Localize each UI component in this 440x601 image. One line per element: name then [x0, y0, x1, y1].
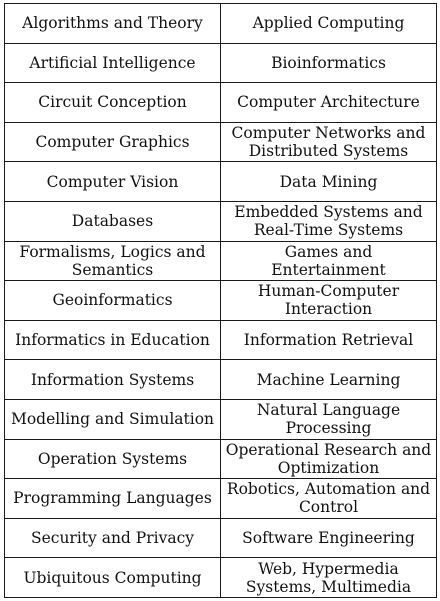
table-cell-left: Computer Graphics — [4, 121, 221, 163]
table-cell-left: Security and Privacy — [4, 517, 221, 559]
table-cell-left: Circuit Conception — [4, 82, 221, 123]
table-cell-left: Programming Languages — [4, 478, 221, 519]
table-cell-right: Computer Architecture — [220, 82, 437, 123]
table-cell-right: Embedded Systems and Real-Time Systems — [220, 200, 437, 242]
table-cell-right: Operational Research and Optimization — [220, 438, 437, 480]
table-cell-left: Operation Systems — [4, 438, 221, 480]
table-cell-left: Artificial Intelligence — [4, 42, 221, 84]
table-cell-right: Games and Entertainment — [220, 240, 437, 282]
table-row: Computer Graphics Computer Networks and … — [4, 121, 437, 163]
table-row: Artificial Intelligence Bioinformatics — [4, 42, 437, 84]
table-row: Information Systems Machine Learning — [4, 359, 437, 400]
table-cell-right: Computer Networks and Distributed System… — [220, 121, 437, 163]
table-row: Databases Embedded Systems and Real-Time… — [4, 200, 437, 242]
table-cell-right: Robotics, Automation and Control — [220, 478, 437, 519]
table-row: Operation Systems Operational Research a… — [4, 438, 437, 480]
table-cell-left: Computer Vision — [4, 161, 221, 202]
topics-table: Algorithms and Theory Applied Computing … — [4, 3, 437, 598]
table-cell-left: Formalisms, Logics and Semantics — [4, 240, 221, 282]
table-row: Computer Vision Data Mining — [4, 161, 437, 202]
table-cell-right: Human-Computer Interaction — [220, 280, 437, 321]
table-row: Informatics in Education Information Ret… — [4, 319, 437, 361]
table-cell-left: Algorithms and Theory — [4, 3, 221, 44]
table-cell-left: Databases — [4, 200, 221, 242]
table-cell-right: Information Retrieval — [220, 319, 437, 361]
table-cell-right: Data Mining — [220, 161, 437, 202]
table-cell-left: Informatics in Education — [4, 319, 221, 361]
table-row: Circuit Conception Computer Architecture — [4, 82, 437, 123]
table-cell-right: Software Engineering — [220, 517, 437, 559]
table-row: Geoinformatics Human-Computer Interactio… — [4, 280, 437, 321]
table-row: Algorithms and Theory Applied Computing — [4, 3, 437, 44]
table-cell-right: Bioinformatics — [220, 42, 437, 84]
table-cell-right: Web, Hypermedia Systems, Multimedia — [220, 557, 437, 598]
table-cell-right: Applied Computing — [220, 3, 437, 44]
table-cell-left: Modelling and Simulation — [4, 398, 221, 440]
table-cell-right: Natural Language Processing — [220, 398, 437, 440]
table-cell-left: Information Systems — [4, 359, 221, 400]
table-row: Ubiquitous Computing Web, Hypermedia Sys… — [4, 557, 437, 598]
table-cell-right: Machine Learning — [220, 359, 437, 400]
table-row: Formalisms, Logics and Semantics Games a… — [4, 240, 437, 282]
table-row: Security and Privacy Software Engineerin… — [4, 517, 437, 559]
table-row: Modelling and Simulation Natural Languag… — [4, 398, 437, 440]
table-cell-left: Geoinformatics — [4, 280, 221, 321]
table-cell-left: Ubiquitous Computing — [4, 557, 221, 598]
table-row: Programming Languages Robotics, Automati… — [4, 478, 437, 519]
